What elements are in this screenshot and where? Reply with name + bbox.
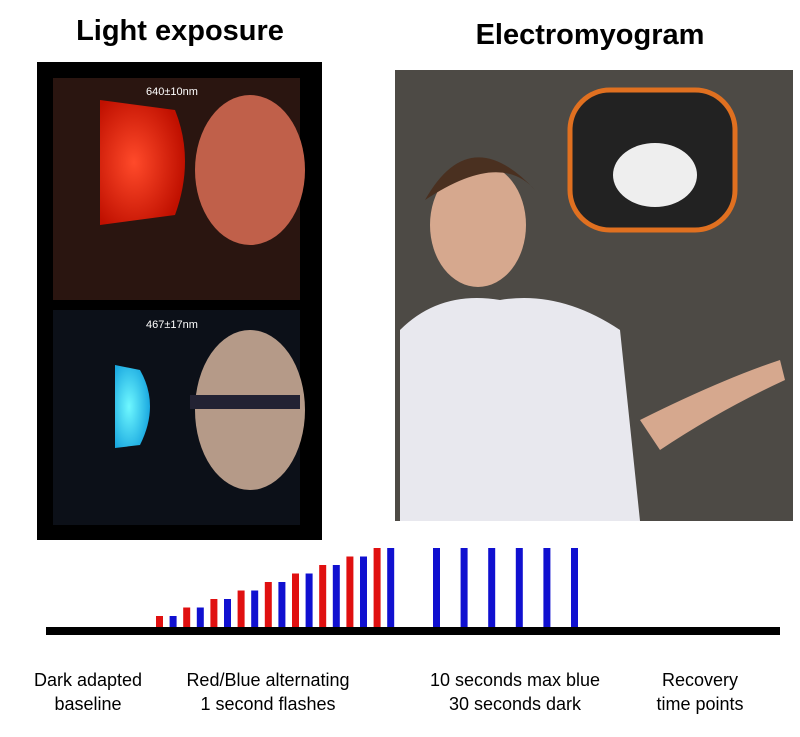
flash-bar [488, 548, 496, 628]
flash-bar [346, 556, 354, 628]
phase-label: Dark adapted [34, 670, 142, 690]
flash-bar [278, 582, 286, 628]
flash-bar [169, 616, 177, 628]
flash-bar [264, 582, 272, 628]
flash-bar [460, 548, 468, 628]
flash-bar [224, 599, 231, 628]
light-photos: 640±10nm 467±17nm [37, 62, 322, 540]
stimulus-bars [156, 548, 578, 628]
flash-bar [237, 590, 245, 628]
wavelength: 640±10nm [146, 86, 198, 98]
flash-bar [387, 548, 395, 628]
flash-bar [373, 548, 381, 628]
flash-bar [360, 556, 367, 628]
phase-label: 1 second flashes [200, 694, 335, 714]
phase-label: Red/Blue alternating [186, 670, 349, 690]
flash-bar [515, 548, 523, 628]
wavelength: 467±17nm [146, 319, 198, 331]
phase-label: 30 seconds dark [449, 694, 582, 714]
flash-bar [196, 607, 204, 628]
timeline [46, 627, 780, 635]
flash-bar [571, 548, 578, 628]
flash-bar [319, 565, 327, 628]
phase-label: baseline [54, 694, 121, 714]
phase-label: Recovery [662, 670, 738, 690]
emg-photo [395, 70, 793, 521]
flash-bar [156, 616, 163, 628]
flash-bar [183, 607, 191, 628]
title: Electromyogram [476, 19, 705, 51]
title: Light exposure [76, 15, 284, 47]
flash-bar [292, 573, 299, 628]
phase-label: 10 seconds max blue [430, 670, 600, 690]
phase-label: time points [656, 694, 743, 714]
flash-bar [543, 548, 551, 628]
flash-bar [305, 573, 313, 628]
flash-bar [433, 548, 440, 628]
flash-bar [210, 599, 218, 628]
flash-bar [332, 565, 340, 628]
flash-bar [251, 590, 259, 628]
phase-labels: Dark adapted baseline Red/Blue alternati… [34, 670, 744, 714]
